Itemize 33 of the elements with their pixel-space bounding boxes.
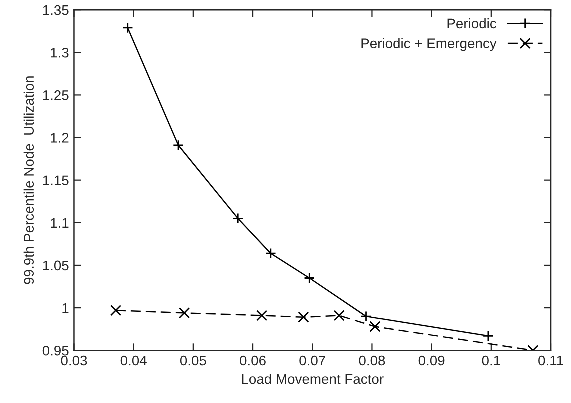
x-axis-title: Load Movement Factor	[242, 374, 384, 384]
x-tick-label: 0.08	[359, 356, 386, 366]
point	[304, 272, 316, 284]
y-tick-label: 1.3	[51, 48, 69, 58]
y-axis-title: 99.9th Percentile Node Utilization	[24, 76, 34, 284]
y-tick-label: 1.15	[43, 176, 69, 186]
point	[232, 213, 244, 224]
y-tick-label: 1.1	[51, 218, 69, 228]
x-tick-label: 0.03	[61, 356, 88, 366]
y-tick-label: 1.35	[43, 5, 69, 16]
y-tick-label: 1.05	[43, 260, 69, 271]
point	[265, 248, 276, 260]
y-tick-label: 0.95	[42, 346, 69, 356]
x-tick-label: 0.1	[482, 356, 500, 366]
point	[256, 310, 268, 322]
point	[334, 310, 345, 322]
point	[122, 22, 134, 34]
point	[178, 308, 190, 319]
x-tick-label: 0.11	[538, 356, 564, 366]
x-tick-label: 0.04	[120, 356, 147, 366]
y-tick-label: 1.2	[51, 133, 69, 143]
point	[172, 140, 184, 151]
legend-label: Periodic + Emergency	[362, 38, 497, 52]
point	[298, 312, 310, 323]
x-tick-label: 0.09	[418, 356, 445, 366]
x-tick-label: 0.07	[300, 356, 326, 366]
legend-label: Periodic	[448, 18, 496, 29]
x-tick-label: 0.06	[240, 356, 266, 366]
y-tick-label: 1	[62, 304, 69, 314]
x-tick-label: 0.05	[180, 356, 206, 366]
point	[370, 321, 381, 332]
y-tick-label: 1.25	[43, 90, 69, 100]
point	[110, 305, 122, 316]
